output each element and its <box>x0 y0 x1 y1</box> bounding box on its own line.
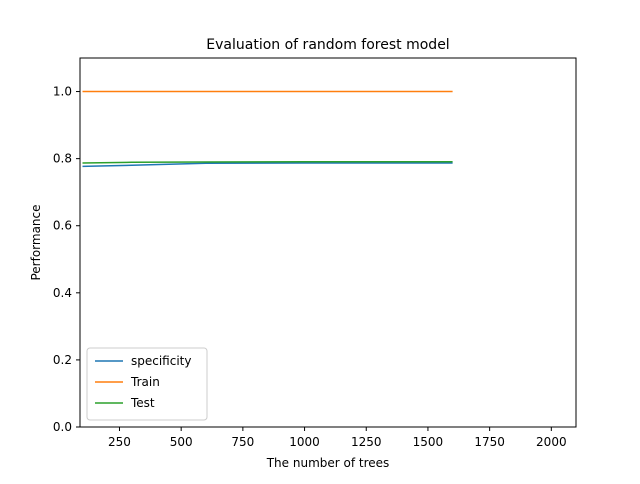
y-tick-label: 0.2 <box>53 353 72 367</box>
y-axis-ticks: 0.0 0.2 0.4 0.6 0.8 1.0 <box>53 85 80 434</box>
legend-label-train: Train <box>130 375 160 389</box>
y-tick-label: 0.6 <box>53 219 72 233</box>
series-line-specificity <box>82 162 453 168</box>
chart-title: Evaluation of random forest model <box>206 37 449 53</box>
y-tick-label: 0.0 <box>53 420 72 434</box>
y-tick-label: 0.4 <box>53 286 72 300</box>
legend: specificity Train Test <box>86 347 208 421</box>
axes-frame <box>79 57 577 428</box>
x-tick-label: 1250 <box>351 435 382 449</box>
x-tick-label: 1000 <box>289 435 320 449</box>
legend-label-test: Test <box>130 396 155 410</box>
x-tick-label: 750 <box>231 435 254 449</box>
series-layer <box>82 90 453 168</box>
series-line-test <box>82 160 453 164</box>
x-tick-label: 1500 <box>413 435 444 449</box>
y-tick-label: 0.8 <box>53 152 72 166</box>
x-tick-label: 2000 <box>536 435 567 449</box>
x-axis-ticks: 250 500 750 1000 1250 1500 1750 2000 <box>108 427 567 449</box>
x-tick-label: 500 <box>170 435 193 449</box>
legend-box <box>86 347 208 421</box>
y-tick-label: 1.0 <box>53 85 72 99</box>
legend-label-specificity: specificity <box>131 354 191 368</box>
x-axis-label: The number of trees <box>266 456 390 470</box>
y-axis-label: Performance <box>29 204 43 280</box>
x-tick-label: 250 <box>108 435 131 449</box>
x-tick-label: 1750 <box>474 435 505 449</box>
